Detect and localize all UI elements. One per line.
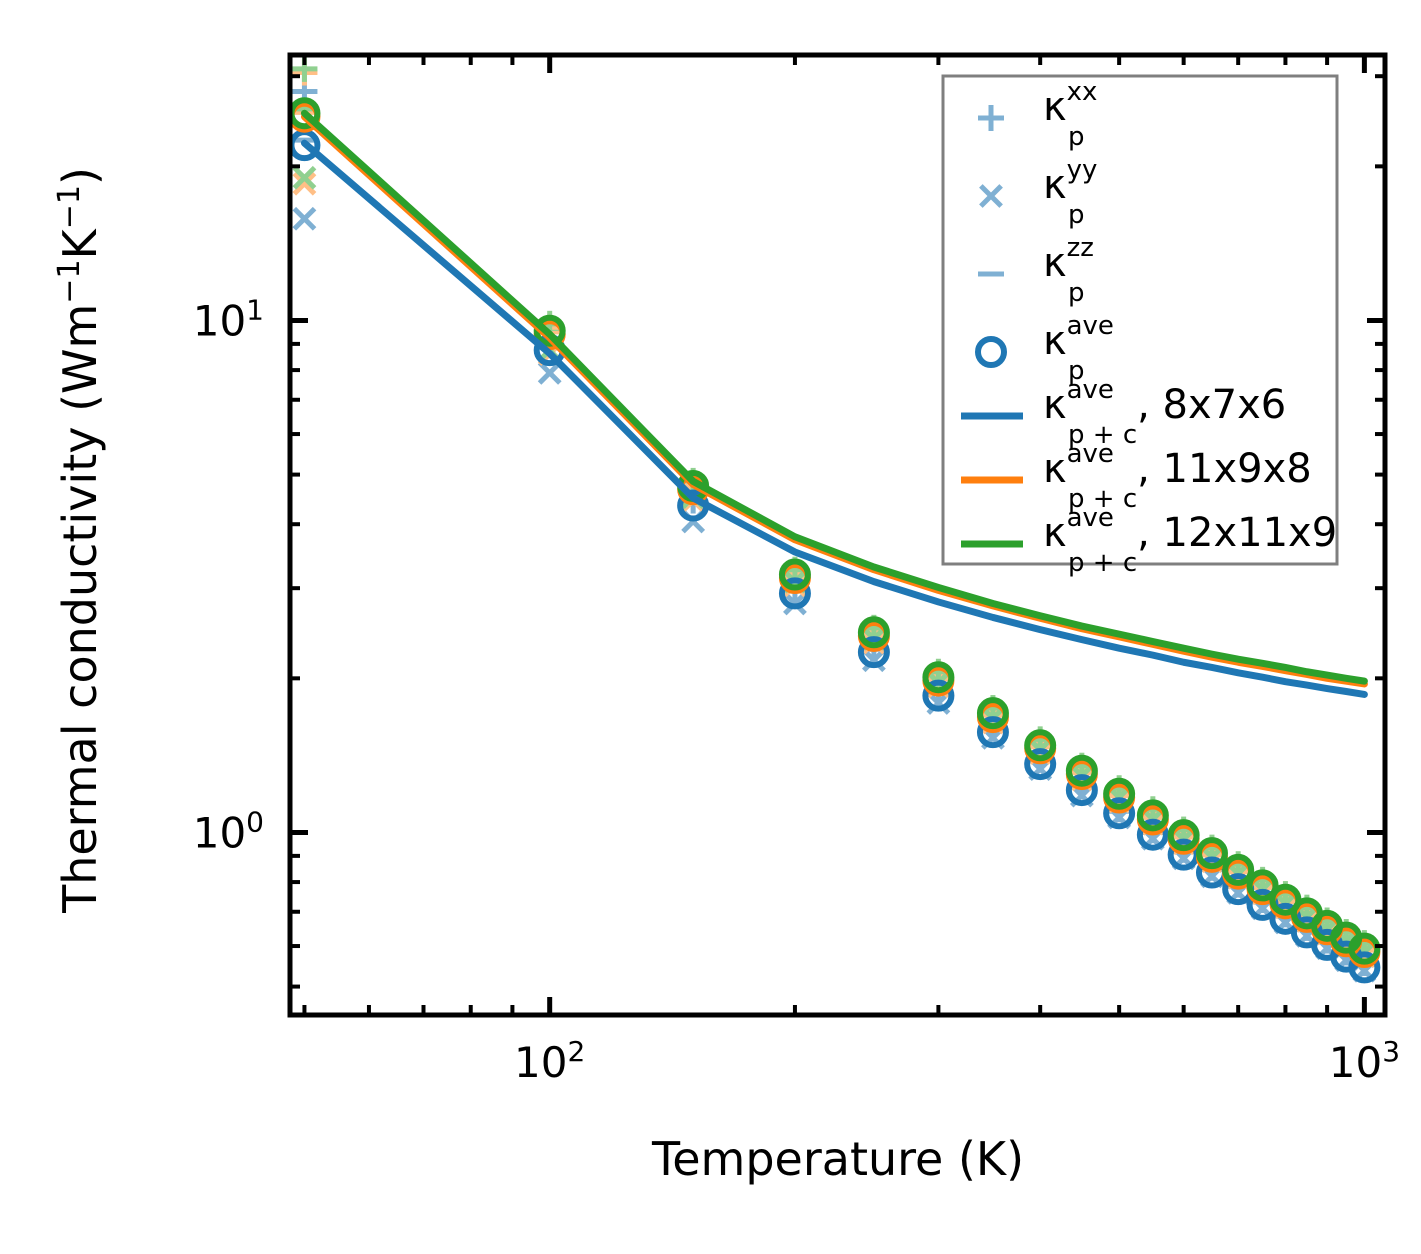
x-axis-label: Temperature (K)	[651, 1132, 1024, 1186]
legend-label: κyy p	[1043, 155, 1097, 230]
marker-cross	[292, 206, 317, 231]
x-tick-label: 103	[1329, 1035, 1400, 1088]
legend-label: κxx p	[1043, 77, 1097, 152]
marker-circle	[1136, 799, 1169, 832]
marker-circle	[1348, 951, 1381, 984]
marker-circle	[778, 558, 811, 591]
marker-cross	[537, 360, 562, 385]
legend-entry[interactable]: κave p + c, 8x7x6	[961, 375, 1286, 450]
marker-plus	[978, 105, 1004, 131]
legend-label: κave p	[1043, 311, 1114, 386]
line-series	[300, 139, 1368, 698]
axes-frame	[287, 52, 1388, 1018]
marker-circle	[857, 636, 890, 669]
marker-cross	[861, 648, 886, 673]
legend-entry[interactable]: κave p	[975, 311, 1114, 386]
marker-circle	[975, 336, 1007, 368]
marker-circle	[1269, 883, 1302, 916]
y-tick-label: 101	[193, 293, 264, 346]
axis-tick-labels: 101 100 102 103	[193, 293, 1400, 1087]
marker-cross	[292, 171, 317, 196]
x-tick-label: 102	[514, 1035, 585, 1088]
marker-circle	[922, 661, 955, 694]
legend-entry[interactable]: κyy p	[979, 155, 1097, 230]
marker-circle	[1222, 853, 1255, 886]
marker-circle	[1024, 729, 1057, 762]
marker-circle	[976, 697, 1009, 730]
scatter-series	[290, 129, 1381, 984]
marker-circle	[778, 577, 811, 610]
marker-cross	[979, 184, 1003, 208]
legend-entry[interactable]: κzz p	[978, 233, 1094, 308]
legend-label: κave p + c, 8x7x6	[1043, 375, 1286, 450]
y-tick-label: 100	[193, 805, 264, 858]
y-axis-label: Thermal conductivity (Wm−1K−1)	[52, 167, 108, 914]
marker-circle	[922, 679, 955, 712]
legend-entry[interactable]: κave p + c, 12x11x9	[961, 503, 1337, 578]
marker-circle	[1348, 932, 1381, 965]
series-layer	[290, 55, 1381, 984]
legend-entry[interactable]: κave p + c, 11x9x8	[961, 439, 1312, 514]
marker-circle	[1065, 774, 1098, 807]
marker-circle	[1065, 754, 1098, 787]
marker-circle	[1103, 777, 1136, 810]
line-series	[300, 109, 1368, 685]
plot-data-area	[290, 55, 1381, 984]
marker-circle	[1246, 869, 1279, 902]
marker-circle	[1103, 797, 1136, 830]
legend-entry[interactable]: κxx p	[978, 77, 1097, 152]
marker-circle	[1195, 837, 1228, 870]
marker-cross	[292, 165, 317, 190]
marker-circle	[976, 716, 1009, 749]
marker-circle	[1024, 748, 1057, 781]
marker-circle	[1136, 818, 1169, 851]
legend-label: κave p + c, 11x9x8	[1043, 439, 1312, 514]
marker-circle	[857, 616, 890, 649]
legend-label: κzz p	[1043, 233, 1094, 308]
axis-ticks	[290, 55, 1385, 1015]
legend-label: κave p + c, 12x11x9	[1043, 503, 1337, 578]
marker-circle	[1167, 819, 1200, 852]
